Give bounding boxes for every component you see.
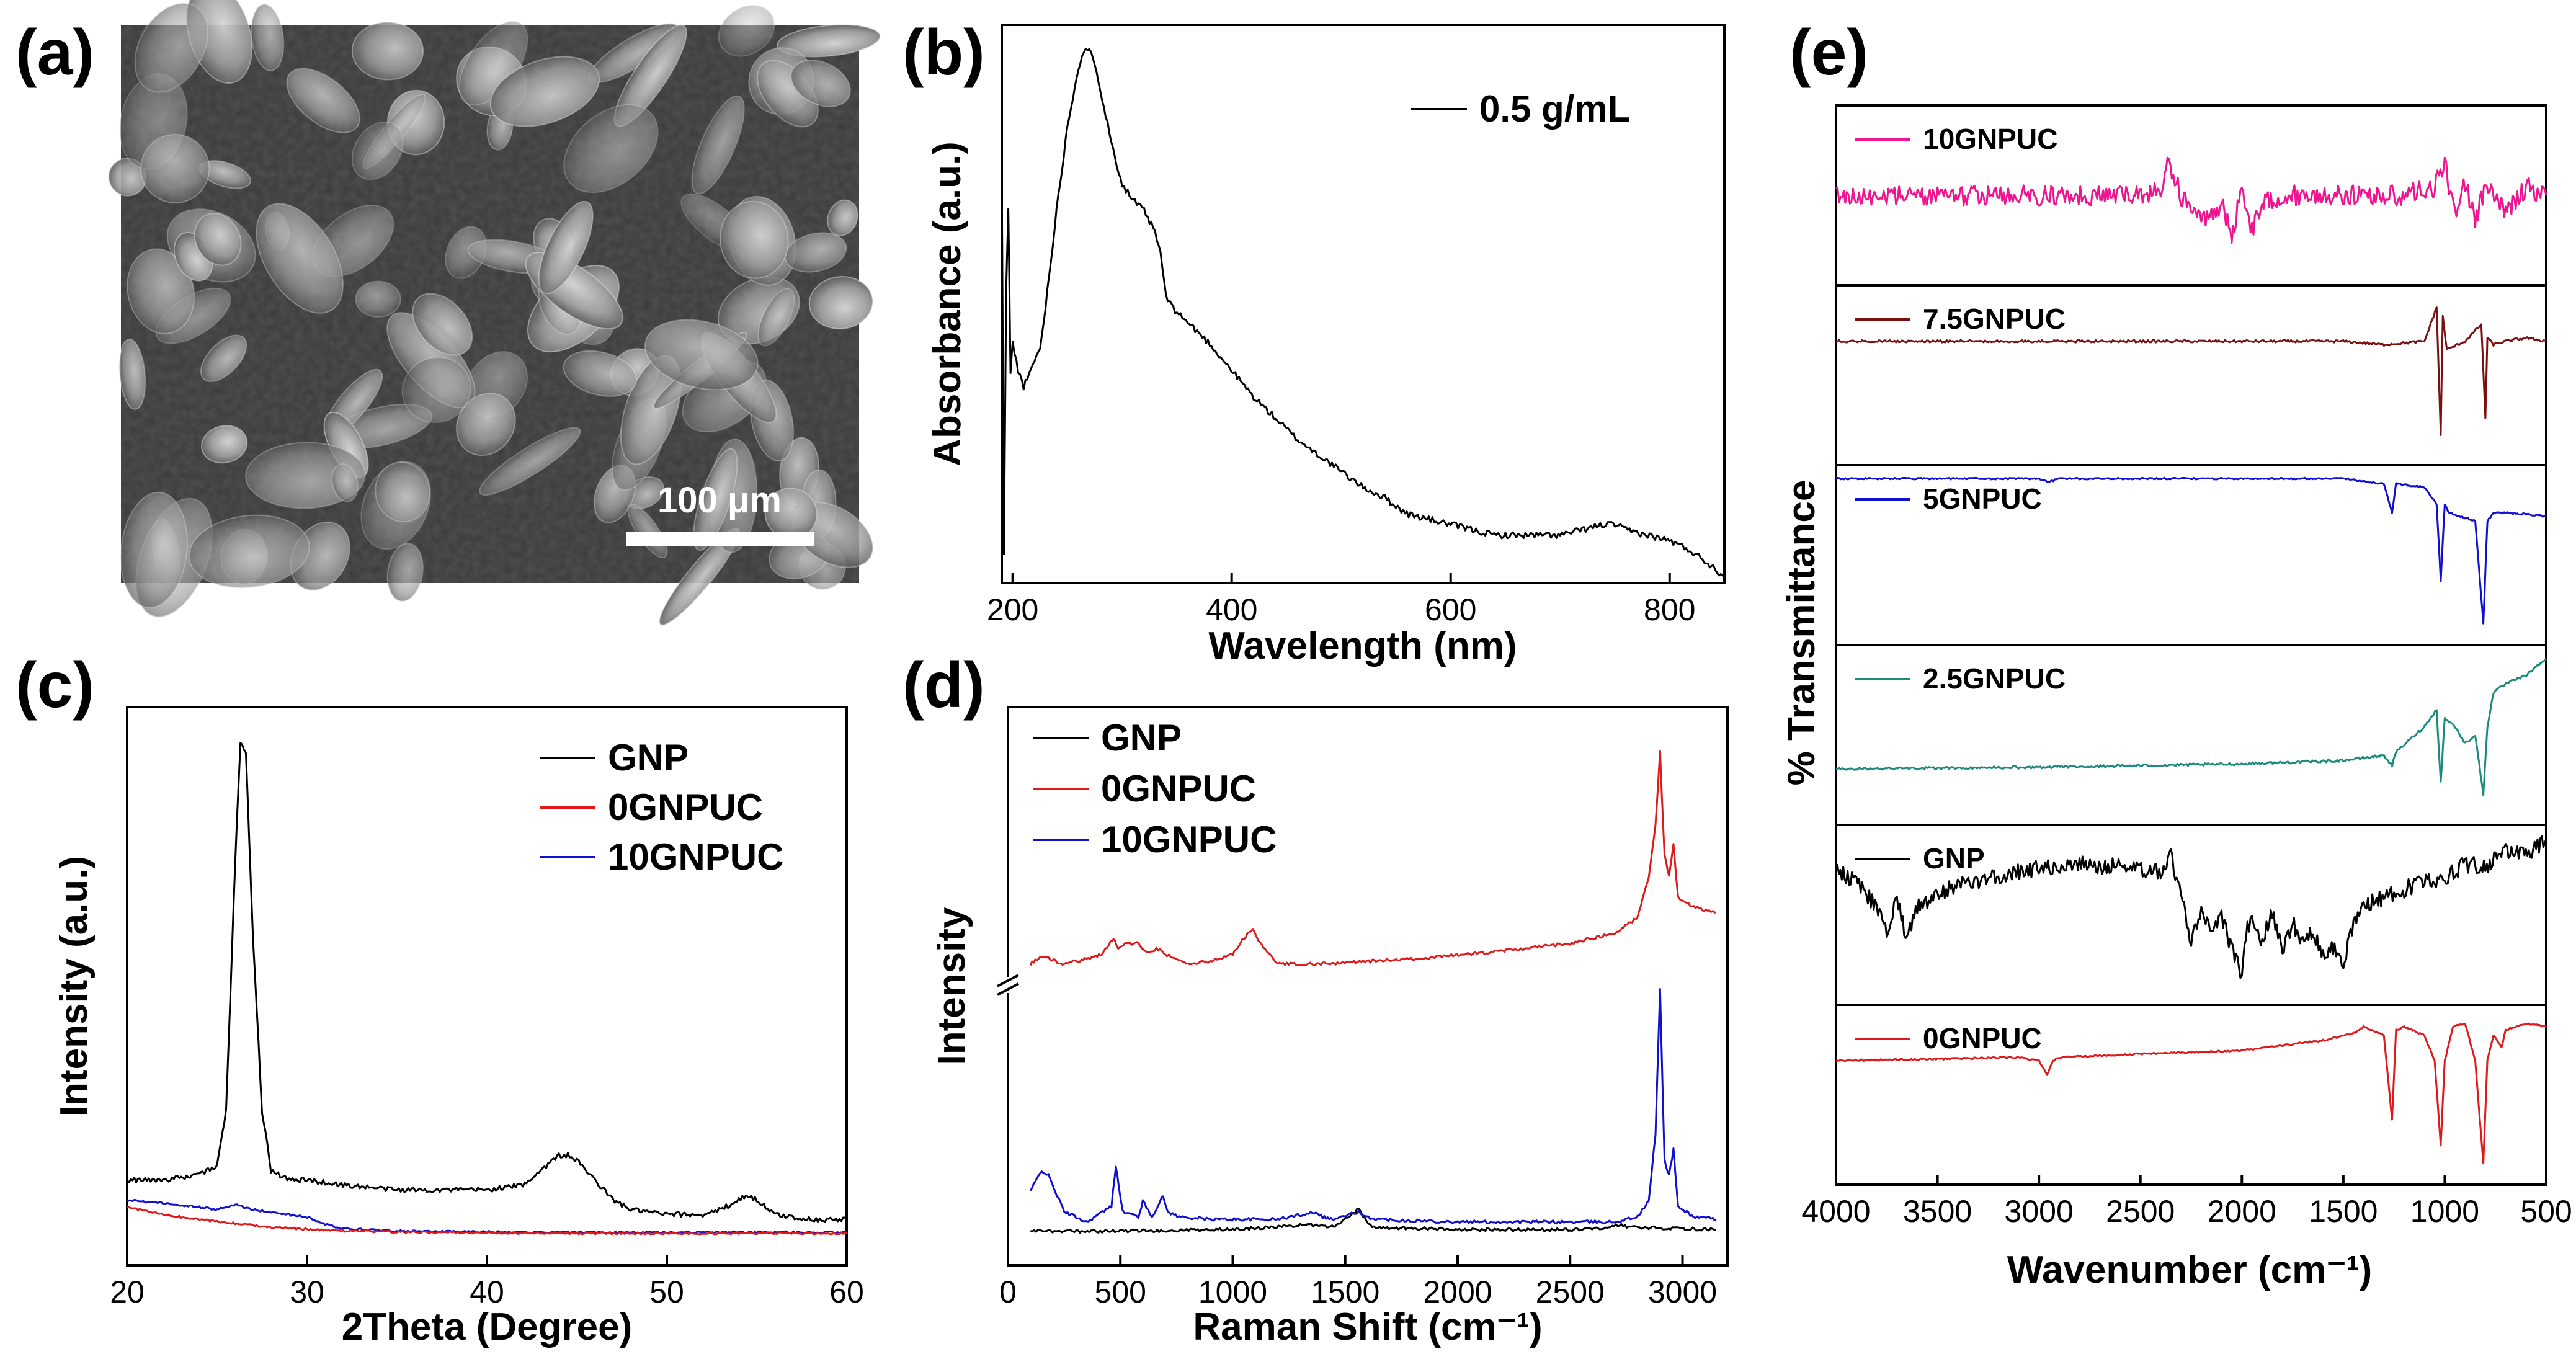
panel-label-b: (b): [902, 17, 985, 89]
y-axis-break: [997, 974, 1019, 996]
x-axis-c-tick-label: 30: [290, 1275, 324, 1309]
series-gnp: [127, 742, 848, 1223]
ftir-subplot-frame: [1835, 1004, 2547, 1186]
x-axis-b-tick-label: 400: [1206, 592, 1257, 627]
legend-label-0gnpuc: 0GNPUC: [608, 786, 763, 828]
ftir-subplot-10gnpuc: 10GNPUC: [1835, 104, 2547, 287]
sem-image: [108, 0, 881, 626]
y-axis-label-b: Absorbance (a.u.): [926, 141, 969, 466]
x-axis-d-tick-label: 1500: [1311, 1275, 1379, 1309]
series-gnp: [1030, 1207, 1716, 1234]
y-axis-label-c: Intensity (a.u.): [53, 856, 96, 1116]
x-axis-e-tick-label: 2500: [2106, 1194, 2175, 1229]
x-axis-c-tick-label: 60: [829, 1275, 864, 1309]
x-axis-b-tick-label: 200: [987, 592, 1038, 627]
x-axis-d-tick-label: 1000: [1198, 1275, 1267, 1309]
legend-label-10gnpuc: 10GNPUC: [1101, 819, 1277, 860]
series-2-5gnpuc: [1835, 657, 2547, 796]
series-5gnpuc: [1835, 476, 2547, 625]
series-10gnpuc: [1835, 156, 2547, 244]
series-7-5gnpuc: [1835, 306, 2547, 436]
x-axis-label-e: Wavenumber (cm⁻¹): [2007, 1249, 2373, 1291]
chart-raman: 0 500 1000 1500 2000 2500 3000 GNP 0GNPUC 10GN…: [930, 706, 1729, 1348]
x-axis-d-tick-label: 0: [999, 1275, 1017, 1309]
panel-label-c: (c): [16, 649, 94, 721]
panel-label-a: (a): [16, 17, 94, 89]
legend-label-gnp: GNP: [1101, 717, 1182, 759]
series-10gnpuc: [1029, 988, 1717, 1224]
y-axis-label-d: Intensity: [930, 907, 973, 1065]
x-axis-e-tick-label: 2000: [2208, 1194, 2276, 1229]
scale-bar-label: 100 μm: [657, 480, 782, 520]
series-gnp: [1835, 835, 2547, 979]
x-axis-d-tick-label: 2500: [1536, 1275, 1605, 1309]
x-axis-e-tick-label: 500: [2520, 1194, 2572, 1229]
legend-label-0gnpuc: 0GNPUC: [1101, 768, 1256, 809]
chart-ftir: 10GNPUC 7.5GNPUC 5GNPUC 2.5GNPUC GNP 0GNPUC 4…: [1780, 104, 2572, 1291]
ftir-subplot-7-5gnpuc: 7.5GNPUC: [1835, 284, 2547, 466]
x-axis-b-tick-label: 600: [1425, 592, 1476, 627]
x-axis-label-d: Raman Shift (cm⁻¹): [1193, 1306, 1542, 1348]
legend-label-10gnpuc: 10GNPUC: [608, 836, 783, 878]
x-axis-e-tick-label: 1500: [2309, 1194, 2378, 1229]
legend-label-10gnpuc: 10GNPUC: [1923, 123, 2057, 155]
x-axis-d-tick-label: 500: [1095, 1275, 1146, 1309]
x-axis-b-tick-label: 800: [1644, 592, 1695, 627]
x-axis-c-tick-label: 50: [649, 1275, 684, 1309]
series-0.5g-ml: [1001, 48, 1726, 579]
series-0gnpuc: [1835, 1022, 2547, 1165]
x-axis-c-tick-label: 40: [470, 1275, 504, 1309]
legend-label-0gnpuc: 0GNPUC: [1923, 1022, 2042, 1054]
x-axis-d-tick-label: 2000: [1423, 1275, 1492, 1309]
x-axis-label-b: Wavelength (nm): [1208, 625, 1517, 667]
series-10gnpuc: [127, 1198, 847, 1234]
legend-label-gnp: GNP: [608, 737, 689, 778]
series-0gnpuc: [127, 1205, 847, 1236]
x-axis-e-tick-label: 4000: [1801, 1194, 1870, 1229]
chart-xrd: 20 30 40 50 60 GNP 0GNPUC 10GNPUC 2Theta (De…: [53, 706, 864, 1348]
ftir-subplot-5gnpuc: 5GNPUC: [1835, 464, 2547, 646]
x-axis-e-tick-label: 3500: [1903, 1194, 1972, 1229]
ftir-subplot-gnp: GNP: [1835, 824, 2547, 1006]
ftir-subplot-2-5gnpuc: 2.5GNPUC: [1835, 644, 2547, 826]
x-axis-e-tick-label: 1000: [2410, 1194, 2479, 1229]
legend-label-gnp: GNP: [1923, 842, 1985, 875]
x-axis-c-tick-label: 20: [110, 1275, 145, 1309]
legend-label-2-5gnpuc: 2.5GNPUC: [1923, 662, 2066, 695]
chart-uv-vis: 200 400 600 800 0.5 g/mL Wavelength (nm) Ab…: [926, 24, 1726, 667]
y-axis-label-e: % Transmittance: [1780, 480, 1823, 786]
legend-label-0.5g-ml: 0.5 g/mL: [1479, 88, 1630, 130]
legend-label-5gnpuc: 5GNPUC: [1923, 483, 2042, 515]
x-axis-e-tick-label: 3000: [2005, 1194, 2074, 1229]
x-axis-label-c: 2Theta (Degree): [342, 1306, 633, 1348]
scale-bar: [626, 532, 814, 546]
legend-label-7-5gnpuc: 7.5GNPUC: [1923, 303, 2066, 335]
panel-label-d: (d): [902, 649, 985, 721]
panel-label-e: (e): [1789, 17, 1868, 89]
series-0gnpuc: [1029, 750, 1716, 967]
x-axis-d-tick-label: 3000: [1648, 1275, 1717, 1309]
ftir-subplot-0gnpuc: 0GNPUC: [1835, 1004, 2547, 1186]
